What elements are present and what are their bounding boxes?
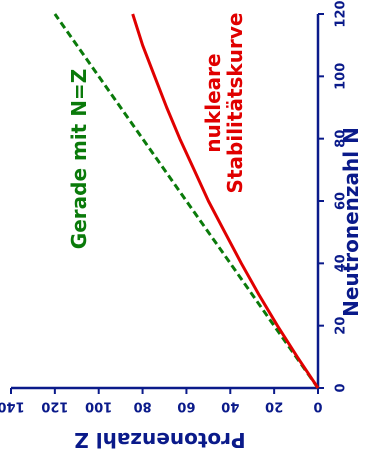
x-tick-label-0: 0 [334,383,349,392]
series-line-0 [53,13,320,389]
x-tick-label-1: 20 [334,317,349,335]
x-tick-label-5: 100 [334,63,349,90]
x-ticks: 0 20 40 60 80 100 120 [318,0,349,393]
y-tick-label-0: 0 [313,399,322,414]
axes [11,14,320,390]
annotation-stabilitaetskurve: Stabilitätskurve [223,13,247,194]
annotation-n-equals-z: Gerade mit N=Z [67,69,91,249]
y-tick-label-6: 120 [41,399,68,414]
y-tick-label-2: 40 [221,399,239,414]
x-tick-label-2: 40 [334,254,349,272]
y-ticks: 0 20 40 60 80 100 120 140 [0,388,323,414]
series-group [53,13,320,389]
x-axis-label: Neutronenzahl N [339,127,363,317]
y-tick-label-5: 100 [85,399,112,414]
y-tick-label-1: 20 [265,399,283,414]
y-tick-label-4: 80 [134,399,152,414]
annotation-nukleare: nukleare [201,53,225,152]
y-axis-label: Protonenzahl Z [74,428,245,452]
y-tick-label-7: 140 [0,399,25,414]
x-tick-label-3: 60 [334,192,349,210]
x-tick-label-6: 120 [334,0,349,27]
x-tick-label-4: 80 [334,130,349,148]
y-tick-label-3: 60 [177,399,195,414]
series-line-1 [131,13,320,389]
